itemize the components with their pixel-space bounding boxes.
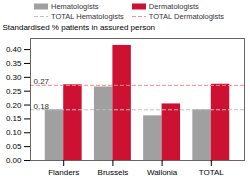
- svg-text:Flanders: Flanders: [48, 168, 79, 176]
- html-text:Hematologists: Hematologists: [51, 2, 99, 11]
- svg-text:0.00: 0.00: [6, 156, 22, 165]
- svg-text:Standardised % patients in ass: Standardised % patients in assured perso…: [3, 23, 156, 32]
- svg-text:0.10: 0.10: [6, 128, 22, 137]
- svg-text:0.40: 0.40: [6, 45, 22, 54]
- svg-text:0.20: 0.20: [6, 101, 22, 110]
- html-text:Dermatologists: Dermatologists: [148, 2, 199, 11]
- svg-text:Brussels: Brussels: [98, 168, 129, 176]
- svg-text:0.35: 0.35: [6, 59, 22, 68]
- svg-text:0.25: 0.25: [6, 87, 22, 96]
- svg-text:0.15: 0.15: [6, 114, 22, 123]
- svg-text:0.18: 0.18: [34, 102, 50, 111]
- svg-text:0.30: 0.30: [6, 73, 22, 82]
- html-text:TOTAL Dermatologists: TOTAL Dermatologists: [148, 12, 225, 21]
- html-text:TOTAL Hematologists: TOTAL Hematologists: [51, 12, 124, 21]
- svg-text:TOTAL: TOTAL: [199, 168, 225, 176]
- svg-text:0.05: 0.05: [6, 142, 22, 151]
- svg-text:Wallonia: Wallonia: [147, 168, 178, 176]
- svg-text:0.27: 0.27: [34, 77, 50, 86]
